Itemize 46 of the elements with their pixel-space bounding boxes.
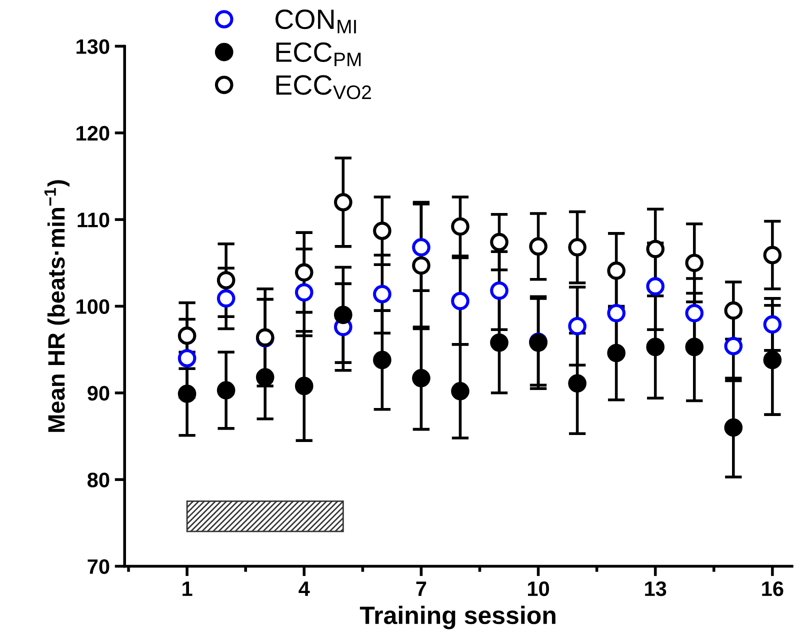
y-tick-label: 130	[76, 39, 110, 54]
point	[490, 281, 508, 300]
point	[451, 292, 470, 310]
point	[607, 262, 626, 280]
point	[216, 289, 236, 308]
point	[490, 232, 508, 252]
point	[412, 256, 430, 275]
point	[763, 315, 782, 334]
point	[294, 263, 314, 282]
x-tick-label: 16	[762, 581, 784, 596]
point	[646, 277, 665, 296]
x-tick-label: 1	[182, 582, 192, 596]
point	[529, 237, 548, 256]
y-tick-label: 70	[88, 559, 110, 574]
x-tick-label: 7	[416, 582, 426, 596]
point	[216, 271, 236, 290]
y-tick-label: 120	[76, 126, 110, 141]
y-tick-label: 110	[78, 212, 110, 228]
y-axis-title: Mean HR (beats·min$^{−1}$)	[44, 180, 70, 432]
y-tick-label: 80	[88, 472, 110, 488]
point	[178, 349, 196, 368]
point	[373, 222, 392, 240]
point	[724, 301, 743, 320]
y-tick-label: 90	[88, 386, 110, 401]
legend-label: CON$_{MI}$	[276, 10, 356, 34]
legend-label: ECC$_{PM}$	[276, 42, 361, 66]
point	[607, 304, 626, 322]
x-tick-label: 4	[298, 582, 310, 596]
point	[294, 283, 314, 302]
point	[646, 240, 665, 258]
point	[685, 304, 704, 322]
x-tick-label: 13	[645, 581, 666, 596]
point	[568, 238, 586, 256]
point	[334, 193, 352, 212]
legend-label: ECC$_{VO2}$	[276, 75, 371, 100]
point	[763, 246, 782, 264]
y-tick-label: 100	[76, 299, 110, 314]
point	[568, 317, 586, 336]
point	[724, 336, 743, 356]
point	[373, 284, 392, 304]
point	[685, 254, 704, 272]
point	[412, 238, 430, 256]
point	[451, 217, 470, 236]
point	[178, 326, 196, 345]
x-axis-title: Training session	[360, 606, 556, 630]
x-tick-label: 10	[528, 581, 550, 596]
